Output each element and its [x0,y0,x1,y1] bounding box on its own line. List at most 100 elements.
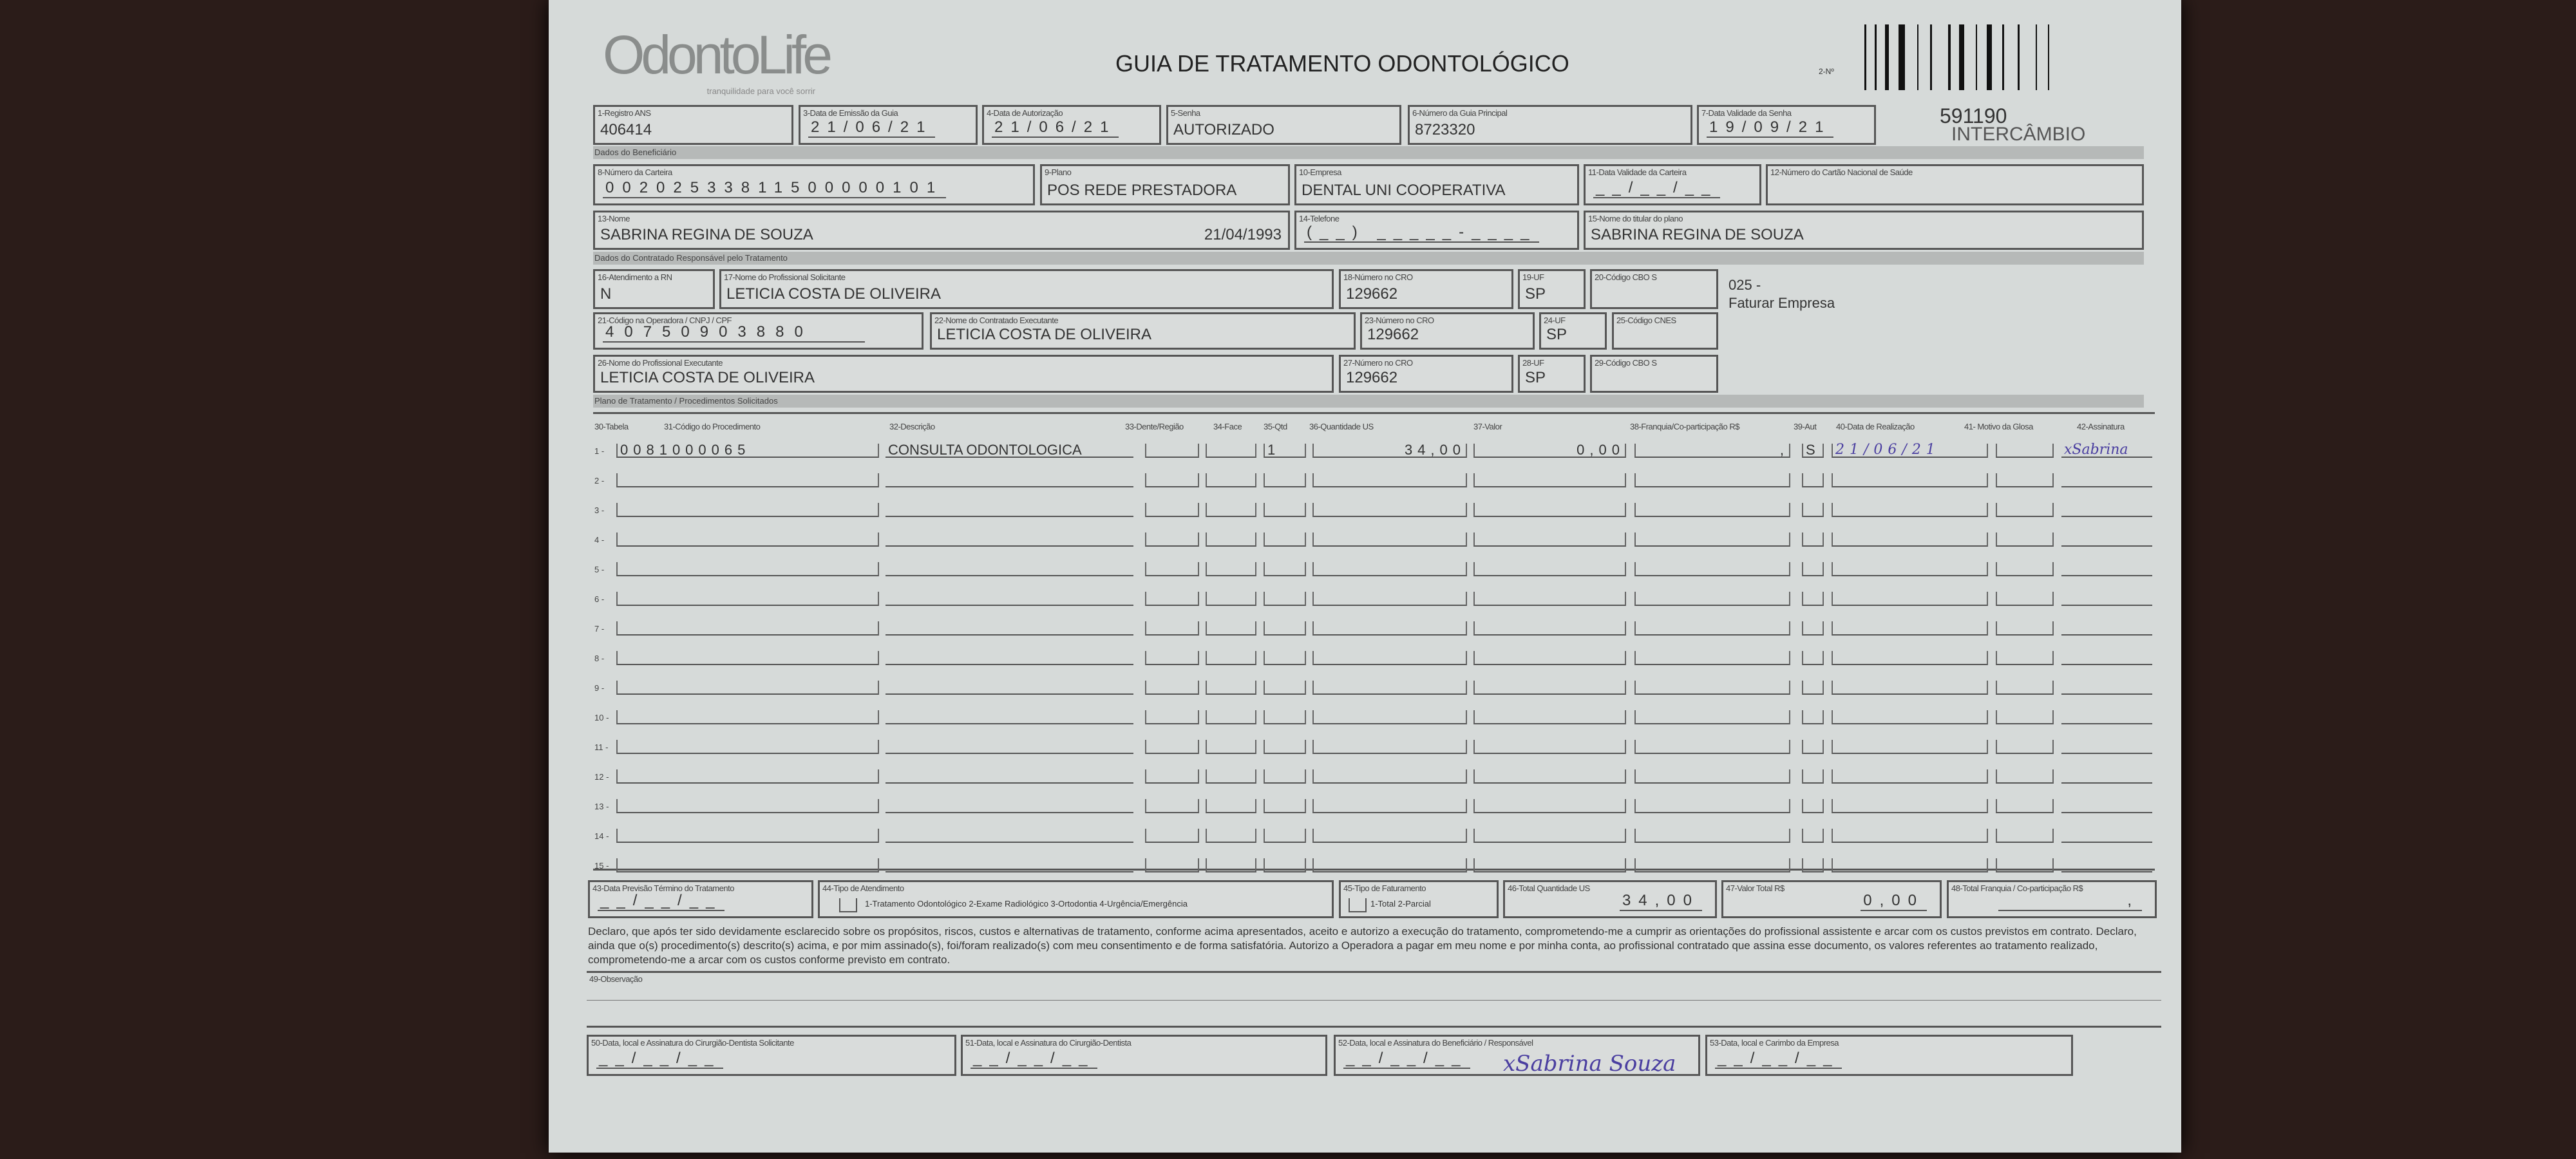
cell-aut[interactable]: S [1802,443,1824,458]
cell-codigo[interactable] [616,740,879,754]
cell-qtd[interactable] [1264,710,1306,724]
data-emissao-field[interactable]: 3-Data de Emissão da Guia 21/06/21 [799,105,978,145]
data-autorizacao-field[interactable]: 4-Data de Autorização 21/06/21 [982,105,1161,145]
cell-aut[interactable] [1802,769,1824,784]
cell-valor[interactable] [1473,621,1626,636]
cell-assinatura[interactable] [2061,681,2152,695]
cell-descricao[interactable] [886,740,1133,754]
cell-face[interactable] [1206,651,1256,665]
executante-field[interactable]: 26-Nome do Profissional Executante LETICI… [593,355,1334,393]
cell-face[interactable] [1206,769,1256,784]
cell-face[interactable] [1206,799,1256,813]
cnes-field[interactable]: 25-Código CNES [1612,312,1718,350]
cell-us[interactable] [1312,562,1467,576]
cell-dente[interactable] [1145,740,1199,754]
cell-us[interactable] [1312,651,1467,665]
cell-codigo[interactable] [616,858,879,872]
cell-dente[interactable] [1145,562,1199,576]
guia-principal-field[interactable]: 6-Número da Guia Principal 8723320 [1408,105,1692,145]
cell-motivo[interactable] [1996,473,2054,487]
cell-qtd[interactable] [1264,621,1306,636]
carteira-field[interactable]: 8-Número da Carteira 00202533811500000101 [593,164,1035,205]
cell-qtd[interactable] [1264,651,1306,665]
cell-aut[interactable] [1802,532,1824,547]
cell-assinatura[interactable] [2061,532,2152,547]
cell-qtd[interactable] [1264,592,1306,606]
cell-dente[interactable] [1145,532,1199,547]
cell-face[interactable] [1206,710,1256,724]
cell-assinatura[interactable] [2061,799,2152,813]
cell-dente[interactable] [1145,651,1199,665]
cell-assinatura[interactable] [2061,710,2152,724]
cell-codigo[interactable] [616,681,879,695]
cell-motivo[interactable] [1996,681,2054,695]
cell-franquia[interactable] [1634,740,1790,754]
cell-assinatura[interactable] [2061,503,2152,517]
cell-codigo[interactable] [616,829,879,843]
senha-field[interactable]: 5-Senha AUTORIZADO [1166,105,1401,145]
cell-face[interactable] [1206,473,1256,487]
cell-dente[interactable] [1145,444,1199,458]
cell-data[interactable] [1832,651,1988,665]
signature-field[interactable]: 50-Data, local e Assinatura do Cirurgião… [587,1035,956,1076]
cell-assinatura[interactable] [2061,858,2152,872]
cell-qtd[interactable] [1264,799,1306,813]
cell-codigo[interactable] [616,769,879,784]
plano-field[interactable]: 9-Plano POS REDE PRESTADORA [1040,164,1290,205]
cell-motivo[interactable] [1996,769,2054,784]
cell-franquia[interactable] [1634,858,1790,872]
cell-dente[interactable] [1145,858,1199,872]
telefone-field[interactable]: 14-Telefone (__) _____-____ [1294,211,1579,250]
cell-aut[interactable] [1802,562,1824,576]
signature-field[interactable]: 51-Data, local e Assinatura do Cirurgião… [961,1035,1327,1076]
tipo-faturamento-field[interactable]: 45-Tipo de Faturamento 1-Total 2-Parcial [1339,880,1499,918]
cell-dente[interactable] [1145,503,1199,517]
checkbox[interactable] [839,898,857,912]
cell-valor[interactable] [1473,532,1626,547]
cell-dente[interactable] [1145,681,1199,695]
signature-field[interactable]: 52-Data, local e Assinatura do Beneficiá… [1334,1035,1700,1077]
cell-aut[interactable] [1802,592,1824,606]
tipo-atendimento-field[interactable]: 44-Tipo de Atendimento 1-Tratamento Odont… [818,880,1334,918]
cell-motivo[interactable] [1996,532,2054,547]
cell-face[interactable] [1206,503,1256,517]
cell-data[interactable] [1832,621,1988,636]
cell-descricao[interactable] [886,532,1133,547]
cell-dente[interactable] [1145,829,1199,843]
cell-valor[interactable] [1473,473,1626,487]
cell-qtd[interactable] [1264,769,1306,784]
cell-us[interactable] [1312,473,1467,487]
cell-aut[interactable] [1802,829,1824,843]
cell-franquia[interactable]: , [1634,443,1790,458]
cell-codigo[interactable] [616,562,879,576]
cell-face[interactable] [1206,621,1256,636]
cell-us[interactable] [1312,681,1467,695]
total-franquia-field[interactable]: 48-Total Franquia / Co-participação R$, [1947,880,2157,918]
solicitante-field[interactable]: 17-Nome do Profissional Solicitante LETIC… [719,269,1334,309]
cell-aut[interactable] [1802,621,1824,636]
cell-franquia[interactable] [1634,592,1790,606]
cell-franquia[interactable] [1634,532,1790,547]
cell-aut[interactable] [1802,740,1824,754]
cell-valor[interactable] [1473,710,1626,724]
cell-dente[interactable] [1145,473,1199,487]
cell-motivo[interactable] [1996,829,2054,843]
cell-face[interactable] [1206,592,1256,606]
cell-codigo[interactable]: 0081000065 [616,443,879,458]
cell-assinatura[interactable] [2061,592,2152,606]
cell-assinatura[interactable] [2061,473,2152,487]
cell-franquia[interactable] [1634,651,1790,665]
cro23-field[interactable]: 23-Número no CRO 129662 [1360,312,1535,350]
cell-motivo[interactable] [1996,444,2054,458]
valor-total-field[interactable]: 47-Valor Total R$ 0,00 [1721,880,1942,918]
cell-descricao[interactable] [886,829,1133,843]
cell-assinatura[interactable] [2061,651,2152,665]
cell-data[interactable] [1832,799,1988,813]
cell-face[interactable] [1206,444,1256,458]
cell-us[interactable]: 34,00 [1312,443,1467,458]
cell-assinatura[interactable] [2061,621,2152,636]
cell-data[interactable] [1832,769,1988,784]
cell-qtd[interactable] [1264,681,1306,695]
cell-codigo[interactable] [616,651,879,665]
cell-data[interactable] [1832,858,1988,872]
